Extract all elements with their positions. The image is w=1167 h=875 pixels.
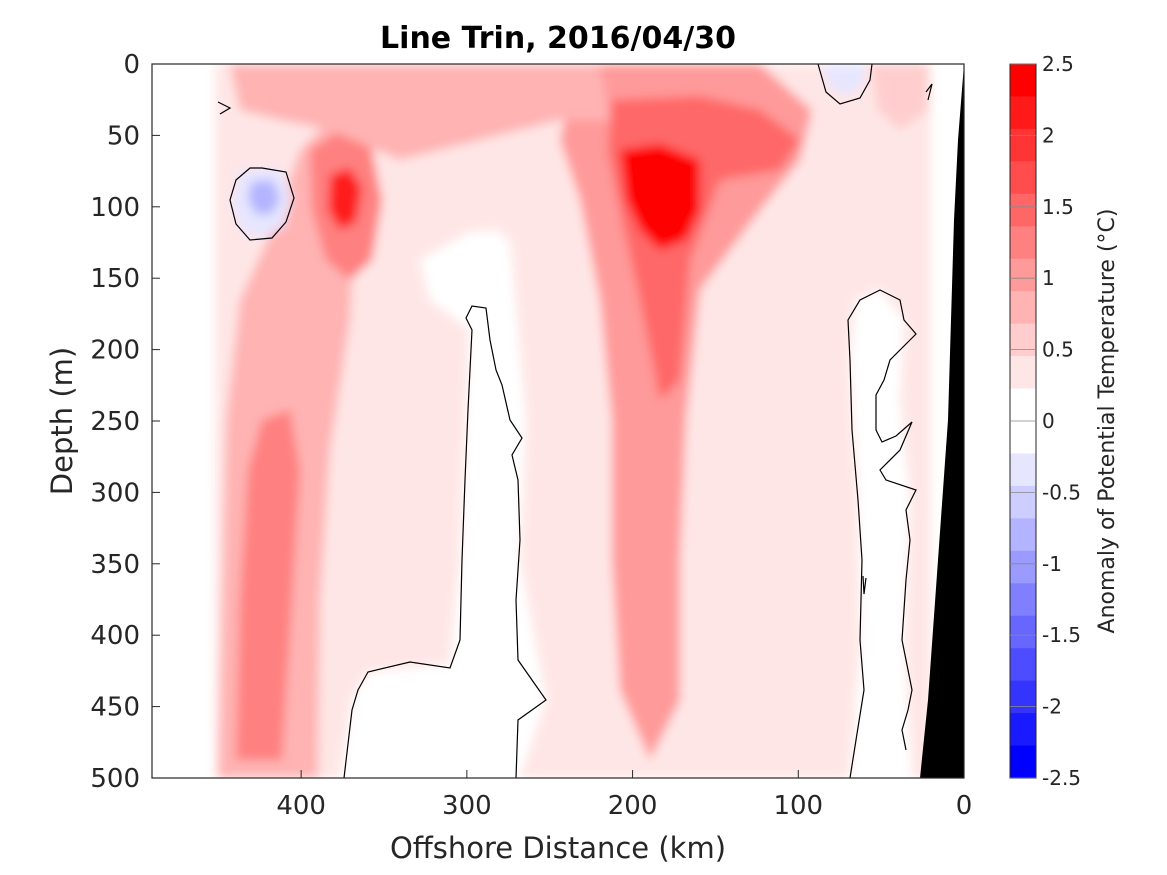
colorbar-tick-label: -2 xyxy=(1042,695,1062,719)
colorbar-swatch xyxy=(1010,745,1036,779)
plot-area xyxy=(151,63,965,779)
colorbar-swatch xyxy=(1010,323,1036,357)
zero-contour-tail-right xyxy=(925,83,933,101)
y-tick-label: 0 xyxy=(123,50,140,80)
field-region-cold-eddy-inner xyxy=(248,180,280,214)
y-tick-label: 100 xyxy=(90,193,140,223)
field-region-neutral-upper xyxy=(420,230,510,330)
colorbar-tick-label: 0 xyxy=(1042,409,1055,433)
y-tick-label: 500 xyxy=(90,764,140,794)
field-region-warm-surface-band xyxy=(230,64,610,160)
x-tick-label: 0 xyxy=(956,791,973,821)
field-region-warm-column-left-inner xyxy=(236,410,300,760)
field-region-warm-core-mid-peak xyxy=(620,144,700,250)
x-tick-label: 100 xyxy=(773,791,823,821)
colorbar-swatch xyxy=(1010,64,1036,98)
field-region-cold-patch-surface xyxy=(822,64,866,96)
colorbar-tick-label: 0.5 xyxy=(1042,338,1074,362)
colorbar-swatch xyxy=(1010,713,1036,747)
colorbar-swatch xyxy=(1010,128,1036,162)
y-tick-label: 200 xyxy=(90,336,140,366)
colorbar-swatch xyxy=(1010,648,1036,682)
y-tick-label: 250 xyxy=(90,407,140,437)
zero-contour-neutral-core xyxy=(343,305,547,778)
temperature-anomaly-field xyxy=(214,64,931,778)
colorbar-swatch xyxy=(1010,583,1036,617)
field-region-warm-core-mid-outer xyxy=(560,64,812,760)
colorbar-swatch xyxy=(1010,388,1036,422)
y-tick-label: 450 xyxy=(90,693,140,723)
colorbar-swatch xyxy=(1010,356,1036,390)
y-tick-label: 350 xyxy=(90,550,140,580)
y-tick-label: 300 xyxy=(90,478,140,508)
y-axis-label: Depth (m) xyxy=(45,347,79,495)
field-region-warm-core-375-peak xyxy=(328,168,362,230)
colorbar-tick-label: -0.5 xyxy=(1042,480,1081,504)
zero-contour-tail-left xyxy=(217,101,232,115)
colorbar-tick-label: 2.5 xyxy=(1042,52,1074,76)
field-region-neutral-nearshore xyxy=(850,290,912,778)
zero-contour-lines xyxy=(217,64,933,778)
zero-contour-cold-patch xyxy=(817,64,873,105)
colorbar-swatch xyxy=(1010,485,1036,519)
colorbar-label: Anomaly of Potential Temperature (°C) xyxy=(1095,209,1120,634)
chart-title: Line Trin, 2016/04/30 xyxy=(380,21,736,56)
y-tick-label: 150 xyxy=(90,264,140,294)
colorbar-swatch xyxy=(1010,615,1036,649)
x-tick-label: 300 xyxy=(442,791,492,821)
y-tick-label: 50 xyxy=(107,121,140,151)
colorbar-tick-label: 1 xyxy=(1042,266,1055,290)
colorbar-tick-label: -1.5 xyxy=(1042,623,1081,647)
field-region-warm-nearshore-upper xyxy=(870,64,928,130)
colorbar-swatch xyxy=(1010,96,1036,130)
colorbar-swatch xyxy=(1010,226,1036,260)
colorbar-swatches xyxy=(1010,64,1036,779)
colorbar-tick-label: -1 xyxy=(1042,552,1062,576)
field-shading xyxy=(214,64,931,778)
x-axis: 400 300 200 100 0 xyxy=(276,770,972,821)
colorbar-tick-label: 2 xyxy=(1042,123,1055,147)
colorbar-swatch xyxy=(1010,453,1036,487)
colorbar-tick-label: 1.5 xyxy=(1042,195,1074,219)
x-tick-label: 400 xyxy=(276,791,326,821)
colorbar: 2.5 2 1.5 1 0.5 0 -0.5 -1 -1.5 -2 -2.5 Anomaly of … xyxy=(1009,52,1120,790)
colorbar-swatch xyxy=(1010,258,1036,292)
zero-contour-eddy-small xyxy=(862,575,867,595)
y-axis: 0 50 100 150 200 250 300 350 400 450 500 xyxy=(90,50,160,794)
bathymetry-seafloor xyxy=(920,64,964,778)
colorbar-swatch xyxy=(1010,680,1036,714)
colorbar-swatch xyxy=(1010,161,1036,195)
colorbar-swatch xyxy=(1010,291,1036,325)
colorbar-swatch xyxy=(1010,550,1036,584)
colorbar-tick-label: -2.5 xyxy=(1042,766,1081,790)
field-region-neutral-region xyxy=(340,232,546,778)
colorbar-swatch xyxy=(1010,193,1036,227)
zero-contour-cold-eddy xyxy=(229,167,295,241)
y-tick-label: 400 xyxy=(90,621,140,651)
colorbar-swatch xyxy=(1010,518,1036,552)
colorbar-ticks: 2.5 2 1.5 1 0.5 0 -0.5 -1 -1.5 -2 -2.5 xyxy=(1010,52,1081,790)
x-axis-label: Offshore Distance (km) xyxy=(390,831,726,865)
x-tick-label: 200 xyxy=(608,791,658,821)
colorbar-swatch xyxy=(1010,421,1036,455)
zero-contour-nearshore xyxy=(847,289,917,778)
